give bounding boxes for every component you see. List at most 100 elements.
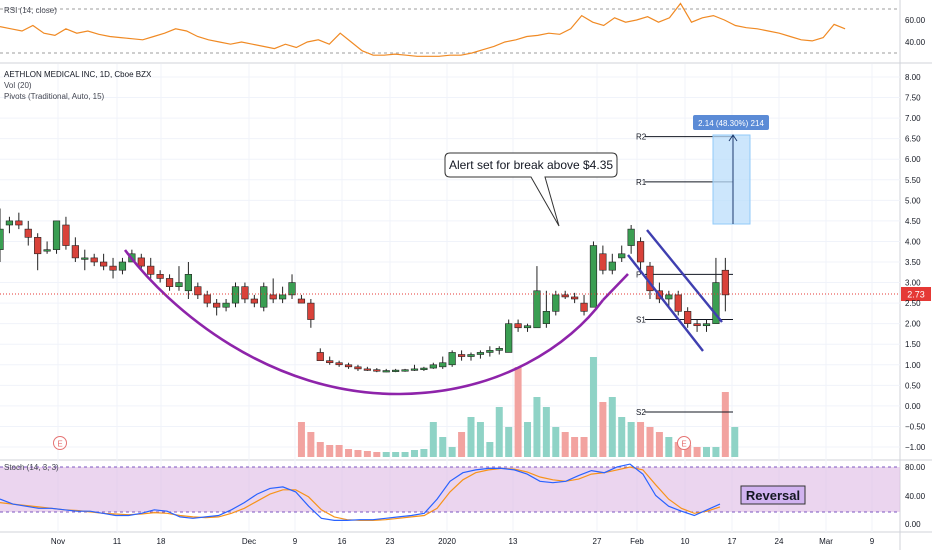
candle-body — [674, 294, 682, 312]
stoch-k-line — [0, 463, 721, 521]
candle-body — [712, 282, 720, 324]
price-tick-label: 6.00 — [905, 155, 921, 164]
pivot-label: R2 — [636, 133, 647, 142]
volume-bar — [674, 442, 682, 457]
candle-body — [363, 368, 371, 371]
alert-text: Alert set for break above $4.35 — [449, 158, 613, 172]
candle-body — [373, 369, 381, 372]
volume-bar — [382, 452, 390, 457]
candle-body — [523, 325, 532, 329]
candle-body — [665, 294, 673, 300]
time-tick-label: Dec — [242, 537, 256, 546]
volume-bar — [307, 432, 315, 457]
volume-bar — [476, 422, 484, 457]
reversal-label[interactable]: Reversal — [740, 485, 806, 505]
price-tick-label: −1.00 — [905, 443, 926, 452]
candle-body — [288, 282, 296, 296]
candle-body — [24, 228, 32, 238]
candle-body — [81, 257, 89, 260]
candle-body — [147, 265, 155, 275]
candle-body — [533, 290, 541, 329]
volume-bar — [467, 417, 475, 457]
symbol-title: AETHLON MEDICAL INC, 1D, Cboe BZX — [4, 70, 152, 79]
volume-bar — [599, 402, 607, 457]
candle-body — [552, 294, 560, 312]
rsi-legend[interactable]: RSI (14, close) — [4, 6, 57, 15]
alert-callout[interactable]: Alert set for break above $4.35 — [444, 152, 618, 227]
cup-handle — [602, 273, 629, 301]
measure-label-bg — [693, 115, 769, 130]
candle-body — [326, 360, 334, 364]
volume-bar — [571, 437, 579, 457]
earnings-label: E — [57, 440, 62, 449]
time-tick-label: 10 — [681, 537, 690, 546]
volume-bar — [712, 447, 720, 457]
candle-body — [580, 302, 588, 312]
earnings-marker-1[interactable]: E — [53, 436, 67, 450]
time-tick-label: Mar — [819, 537, 833, 546]
price-tick-label: 4.00 — [905, 237, 921, 246]
volume-bar — [655, 432, 663, 457]
volume-bar — [354, 450, 362, 457]
candle-body — [194, 286, 202, 296]
time-tick-label: 16 — [338, 537, 347, 546]
stoch-d-line — [0, 466, 721, 521]
candle-body — [335, 362, 343, 366]
price-tick-label: −0.50 — [905, 422, 926, 431]
price-tick-label: 4.50 — [905, 217, 921, 226]
stoch-legend[interactable]: Stoch (14, 3, 3) — [4, 463, 59, 472]
volume-bar — [345, 449, 353, 457]
candle-body — [175, 282, 183, 287]
candle-body — [354, 366, 362, 370]
earnings-icon — [53, 436, 67, 450]
candle-body — [250, 298, 258, 304]
earnings-marker-2[interactable]: E — [677, 436, 691, 450]
time-tick-label: Feb — [630, 537, 644, 546]
volume-bar — [401, 452, 409, 457]
candle-body — [684, 311, 692, 324]
price-tick-label: 5.00 — [905, 196, 921, 205]
candle-body — [636, 241, 645, 263]
candle-body — [222, 302, 230, 308]
volume-bar — [703, 447, 710, 457]
volume-bar — [533, 397, 541, 457]
volume-bar — [637, 422, 645, 457]
candle-body — [15, 220, 23, 226]
measure-label: 2.14 (48.30%) 214 — [698, 119, 764, 128]
volume-bar — [684, 445, 692, 457]
candle-body — [260, 286, 268, 308]
candle-body — [213, 302, 221, 308]
time-tick-label: 24 — [775, 537, 784, 546]
volume-bar — [514, 367, 522, 457]
stoch-tick-label: 80.00 — [905, 463, 926, 472]
candle-body — [203, 294, 211, 304]
candle-body — [137, 257, 145, 267]
volume-bar — [618, 417, 626, 457]
volume-bar — [335, 445, 343, 457]
price-tick-label: 3.00 — [905, 279, 921, 288]
volume-bar — [561, 432, 569, 457]
candle-body — [307, 302, 315, 320]
measure-arrow-icon — [728, 134, 738, 142]
volume-bar — [608, 397, 616, 457]
volume-bar — [429, 422, 437, 457]
price-range-measure[interactable]: 2.14 (48.30%) 214 — [693, 115, 769, 225]
candle-body — [486, 350, 494, 353]
pivot-label: S2 — [636, 408, 646, 417]
price-tick-label: 0.00 — [905, 402, 921, 411]
candle-body — [476, 352, 485, 355]
volume-bar — [420, 449, 428, 457]
candle-body — [156, 274, 164, 279]
volume-bar — [580, 437, 588, 457]
time-tick-label: 9 — [293, 537, 298, 546]
volume-bar — [505, 427, 513, 457]
volume-bar — [363, 451, 371, 457]
pivots-legend[interactable]: Pivots (Traditional, Auto, 15) — [4, 92, 105, 101]
candle-body — [561, 294, 569, 298]
stoch-tick-label: 40.00 — [905, 492, 926, 501]
price-tick-label: 2.00 — [905, 320, 921, 329]
volume-legend[interactable]: Vol (20) — [4, 81, 32, 90]
time-tick-label: Nov — [51, 537, 65, 546]
time-tick-label: 27 — [593, 537, 602, 546]
